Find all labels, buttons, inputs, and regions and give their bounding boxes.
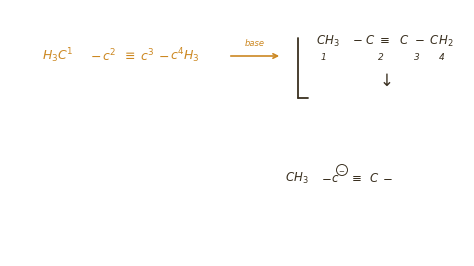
Text: 4: 4 xyxy=(439,52,445,61)
Text: $-$: $-$ xyxy=(382,172,392,185)
Text: $c^4H_3$: $c^4H_3$ xyxy=(170,47,200,65)
Text: $C$: $C$ xyxy=(369,172,379,185)
Text: $\equiv$: $\equiv$ xyxy=(122,49,136,63)
Text: $-\ C\ \equiv\ \ C\ -\ CH_2$: $-\ C\ \equiv\ \ C\ -\ CH_2$ xyxy=(352,34,454,49)
Text: $\equiv$: $\equiv$ xyxy=(349,172,362,185)
Text: $c$: $c$ xyxy=(331,172,339,185)
Text: $-$: $-$ xyxy=(338,167,346,173)
Text: $CH_3$: $CH_3$ xyxy=(285,171,309,186)
Text: $c^3$: $c^3$ xyxy=(140,48,155,64)
Text: 2: 2 xyxy=(378,52,384,61)
Text: $-$: $-$ xyxy=(158,49,169,63)
Text: $H_3C^1$: $H_3C^1$ xyxy=(42,47,73,65)
Text: $-$: $-$ xyxy=(321,172,332,185)
Text: $-$: $-$ xyxy=(90,49,101,63)
Text: $c^2$: $c^2$ xyxy=(102,48,116,64)
Text: base: base xyxy=(245,39,265,48)
Text: $\downarrow$: $\downarrow$ xyxy=(376,72,392,90)
Text: $CH_3$: $CH_3$ xyxy=(316,34,339,49)
Text: 3: 3 xyxy=(414,52,420,61)
Text: 1: 1 xyxy=(321,52,327,61)
